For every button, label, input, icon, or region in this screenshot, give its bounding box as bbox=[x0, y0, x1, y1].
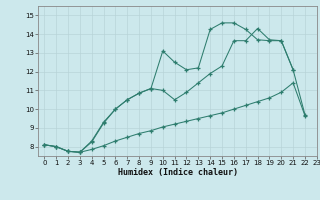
X-axis label: Humidex (Indice chaleur): Humidex (Indice chaleur) bbox=[118, 168, 238, 177]
